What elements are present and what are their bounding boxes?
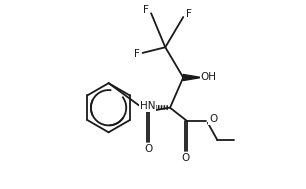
- Text: O: O: [144, 144, 152, 154]
- Text: OH: OH: [201, 73, 217, 82]
- Text: F: F: [186, 9, 192, 19]
- Text: O: O: [182, 153, 190, 163]
- Polygon shape: [183, 74, 201, 81]
- Text: HN: HN: [140, 101, 155, 111]
- Text: F: F: [134, 49, 140, 59]
- Text: O: O: [209, 114, 218, 124]
- Text: F: F: [144, 5, 149, 15]
